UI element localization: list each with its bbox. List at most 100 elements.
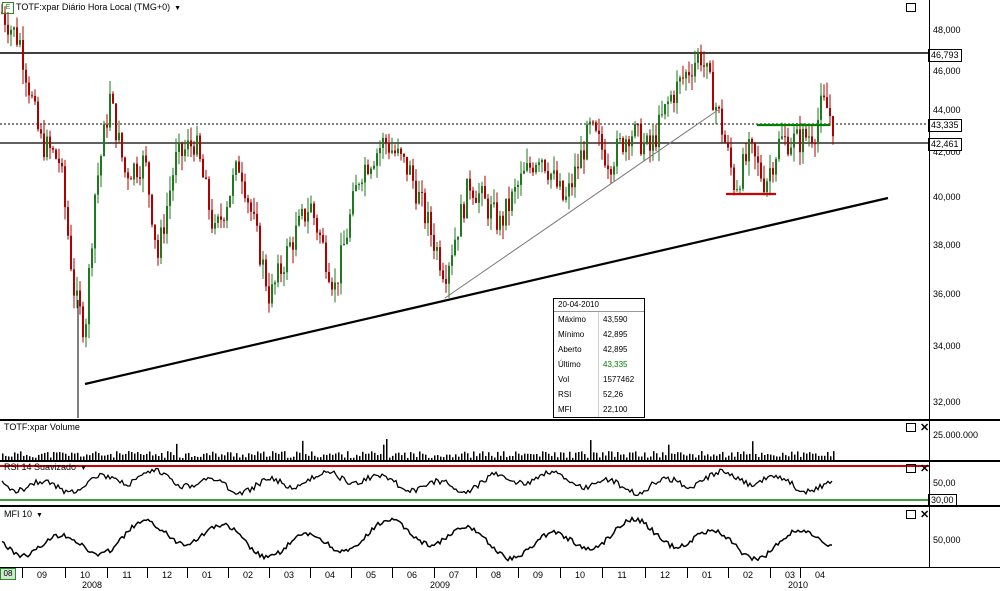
rsi-panel[interactable] [0,462,930,506]
candle-body [304,208,306,222]
candle [499,210,501,236]
candle [394,144,396,157]
volume-bar [518,453,520,461]
candle [274,280,276,295]
candle-body [781,136,783,139]
candle [658,105,660,162]
candle-body [505,198,507,226]
candle [565,186,567,203]
year-label: 2008 [82,580,103,590]
volume-bar [692,454,694,461]
y-tick: 42,000 [933,147,961,157]
candle-body [277,263,279,283]
candle [784,124,786,146]
candle [136,156,138,184]
rsi-dropdown-icon[interactable]: ▼ [80,465,87,472]
candle [586,120,588,161]
candle-body [352,191,354,215]
month-tick [392,568,393,578]
data-window-date: 20-04-2010 [554,299,644,312]
data-row: RSI 52,26 [554,387,644,402]
candle [25,63,27,97]
candle [514,178,516,204]
volume-bar [536,453,538,461]
candle-body [475,197,477,203]
candle-body [625,139,627,153]
candle [622,136,624,155]
candle-body [532,167,534,173]
candle-body [292,242,294,250]
rsi-chart[interactable] [0,462,930,506]
candle-body [322,235,324,243]
candle [616,130,618,174]
candle [196,125,198,157]
panel-separator[interactable] [0,460,1000,462]
rsi-controls: ✕ [906,463,929,474]
candle [463,201,465,223]
maximize-icon[interactable] [906,423,916,433]
candle [31,91,33,99]
close-icon[interactable]: ✕ [920,462,930,475]
maximize-icon[interactable] [906,464,916,474]
chart-type-badge[interactable]: E [2,2,14,14]
candle-body [790,147,792,155]
mfi-dropdown-icon[interactable]: ▼ [36,512,43,519]
volume-chart[interactable] [0,421,930,461]
mfi-y-tick: 50,000 [933,535,961,545]
close-icon[interactable]: ✕ [920,508,930,521]
volume-bar [110,453,112,461]
volume-bar [770,454,772,461]
price-chart[interactable] [0,0,930,420]
candle-body [316,218,318,233]
volume-bar [473,451,475,461]
volume-bar [56,452,58,461]
candle [610,166,612,184]
candle-body [184,149,186,156]
candle [124,156,126,178]
volume-bar [722,451,724,461]
candle-body [394,150,396,154]
last-price-tag: 43,335 [928,119,962,132]
title-dropdown-icon[interactable]: ▼ [174,5,182,12]
volume-bar [344,457,346,461]
volume-panel[interactable] [0,421,930,461]
volume-bar [755,453,757,461]
volume-bar [320,457,322,461]
volume-bar [407,457,409,461]
candle [811,125,813,148]
candle-body [721,108,723,135]
candle-body [34,95,36,102]
candle-body [499,215,501,230]
candle-body [823,95,825,98]
volume-bar [311,451,313,461]
candle [436,242,438,261]
candle-body [691,75,693,77]
maximize-icon[interactable] [906,3,916,13]
data-window: 20-04-2010 Máximo 43,590 Mínimo 42,895 Abe… [553,298,645,418]
candle-body [775,159,777,175]
candle-body [466,178,468,219]
maximize-icon[interactable] [906,510,916,520]
candle [799,115,801,166]
candle [775,156,777,182]
volume-bar [821,455,823,461]
candle-body [97,175,99,195]
candle-body [694,62,696,77]
time-axis[interactable]: 09 10 11 12 01 02 03 04 05 06 07 08 09 10 11 12 01 02 03 04… [0,567,930,591]
candle [385,134,387,155]
candle [619,132,621,143]
mfi-chart[interactable] [0,507,930,567]
volume-bar [317,457,319,461]
candle [544,158,546,174]
volume-bar [593,452,595,461]
candle-body [286,246,288,273]
volume-bar [416,457,418,461]
candle [247,194,249,214]
panel-separator[interactable] [0,505,1000,507]
panel-separator[interactable] [0,419,1000,421]
mfi-panel[interactable] [0,507,930,567]
candle [754,142,756,170]
candle [100,154,102,188]
close-icon[interactable]: ✕ [920,421,930,434]
price-panel[interactable] [0,0,930,420]
